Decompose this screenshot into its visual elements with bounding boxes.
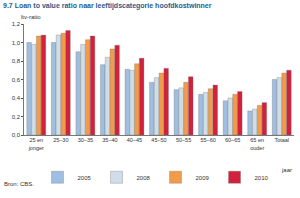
svg-text:60–65: 60–65	[225, 137, 240, 143]
svg-text:50–55: 50–55	[176, 137, 191, 143]
svg-text:25 enjonger: 25 enjonger	[28, 137, 44, 150]
svg-text:2008: 2008	[137, 175, 151, 181]
svg-text:2009: 2009	[196, 175, 210, 181]
svg-text:65 enouder: 65 enouder	[250, 137, 264, 150]
svg-text:ltv-ratio: ltv-ratio	[21, 14, 41, 20]
svg-text:2005: 2005	[78, 175, 92, 181]
svg-text:Totaal: Totaal	[274, 137, 289, 143]
svg-text:Bron: CBS.: Bron: CBS.	[4, 181, 34, 187]
svg-text:35–40: 35–40	[102, 137, 117, 143]
svg-text:25–30: 25–30	[53, 137, 68, 143]
svg-text:45–50: 45–50	[151, 137, 166, 143]
svg-text:30–35: 30–35	[78, 137, 93, 143]
svg-text:0,4: 0,4	[12, 95, 21, 101]
svg-text:0,8: 0,8	[12, 58, 21, 64]
svg-text:0,6: 0,6	[12, 77, 21, 83]
svg-text:40–45: 40–45	[127, 137, 142, 143]
svg-text:9.7 Loan to value ratio naar l: 9.7 Loan to value ratio naar leeftijdsca…	[3, 2, 212, 10]
svg-text:2010: 2010	[255, 175, 269, 181]
svg-text:0,0: 0,0	[12, 132, 21, 138]
svg-text:1,0: 1,0	[12, 40, 21, 46]
svg-text:jaar: jaar	[281, 167, 292, 173]
svg-text:1,2: 1,2	[12, 21, 21, 27]
svg-text:55–60: 55–60	[200, 137, 215, 143]
svg-text:0,2: 0,2	[12, 114, 21, 120]
